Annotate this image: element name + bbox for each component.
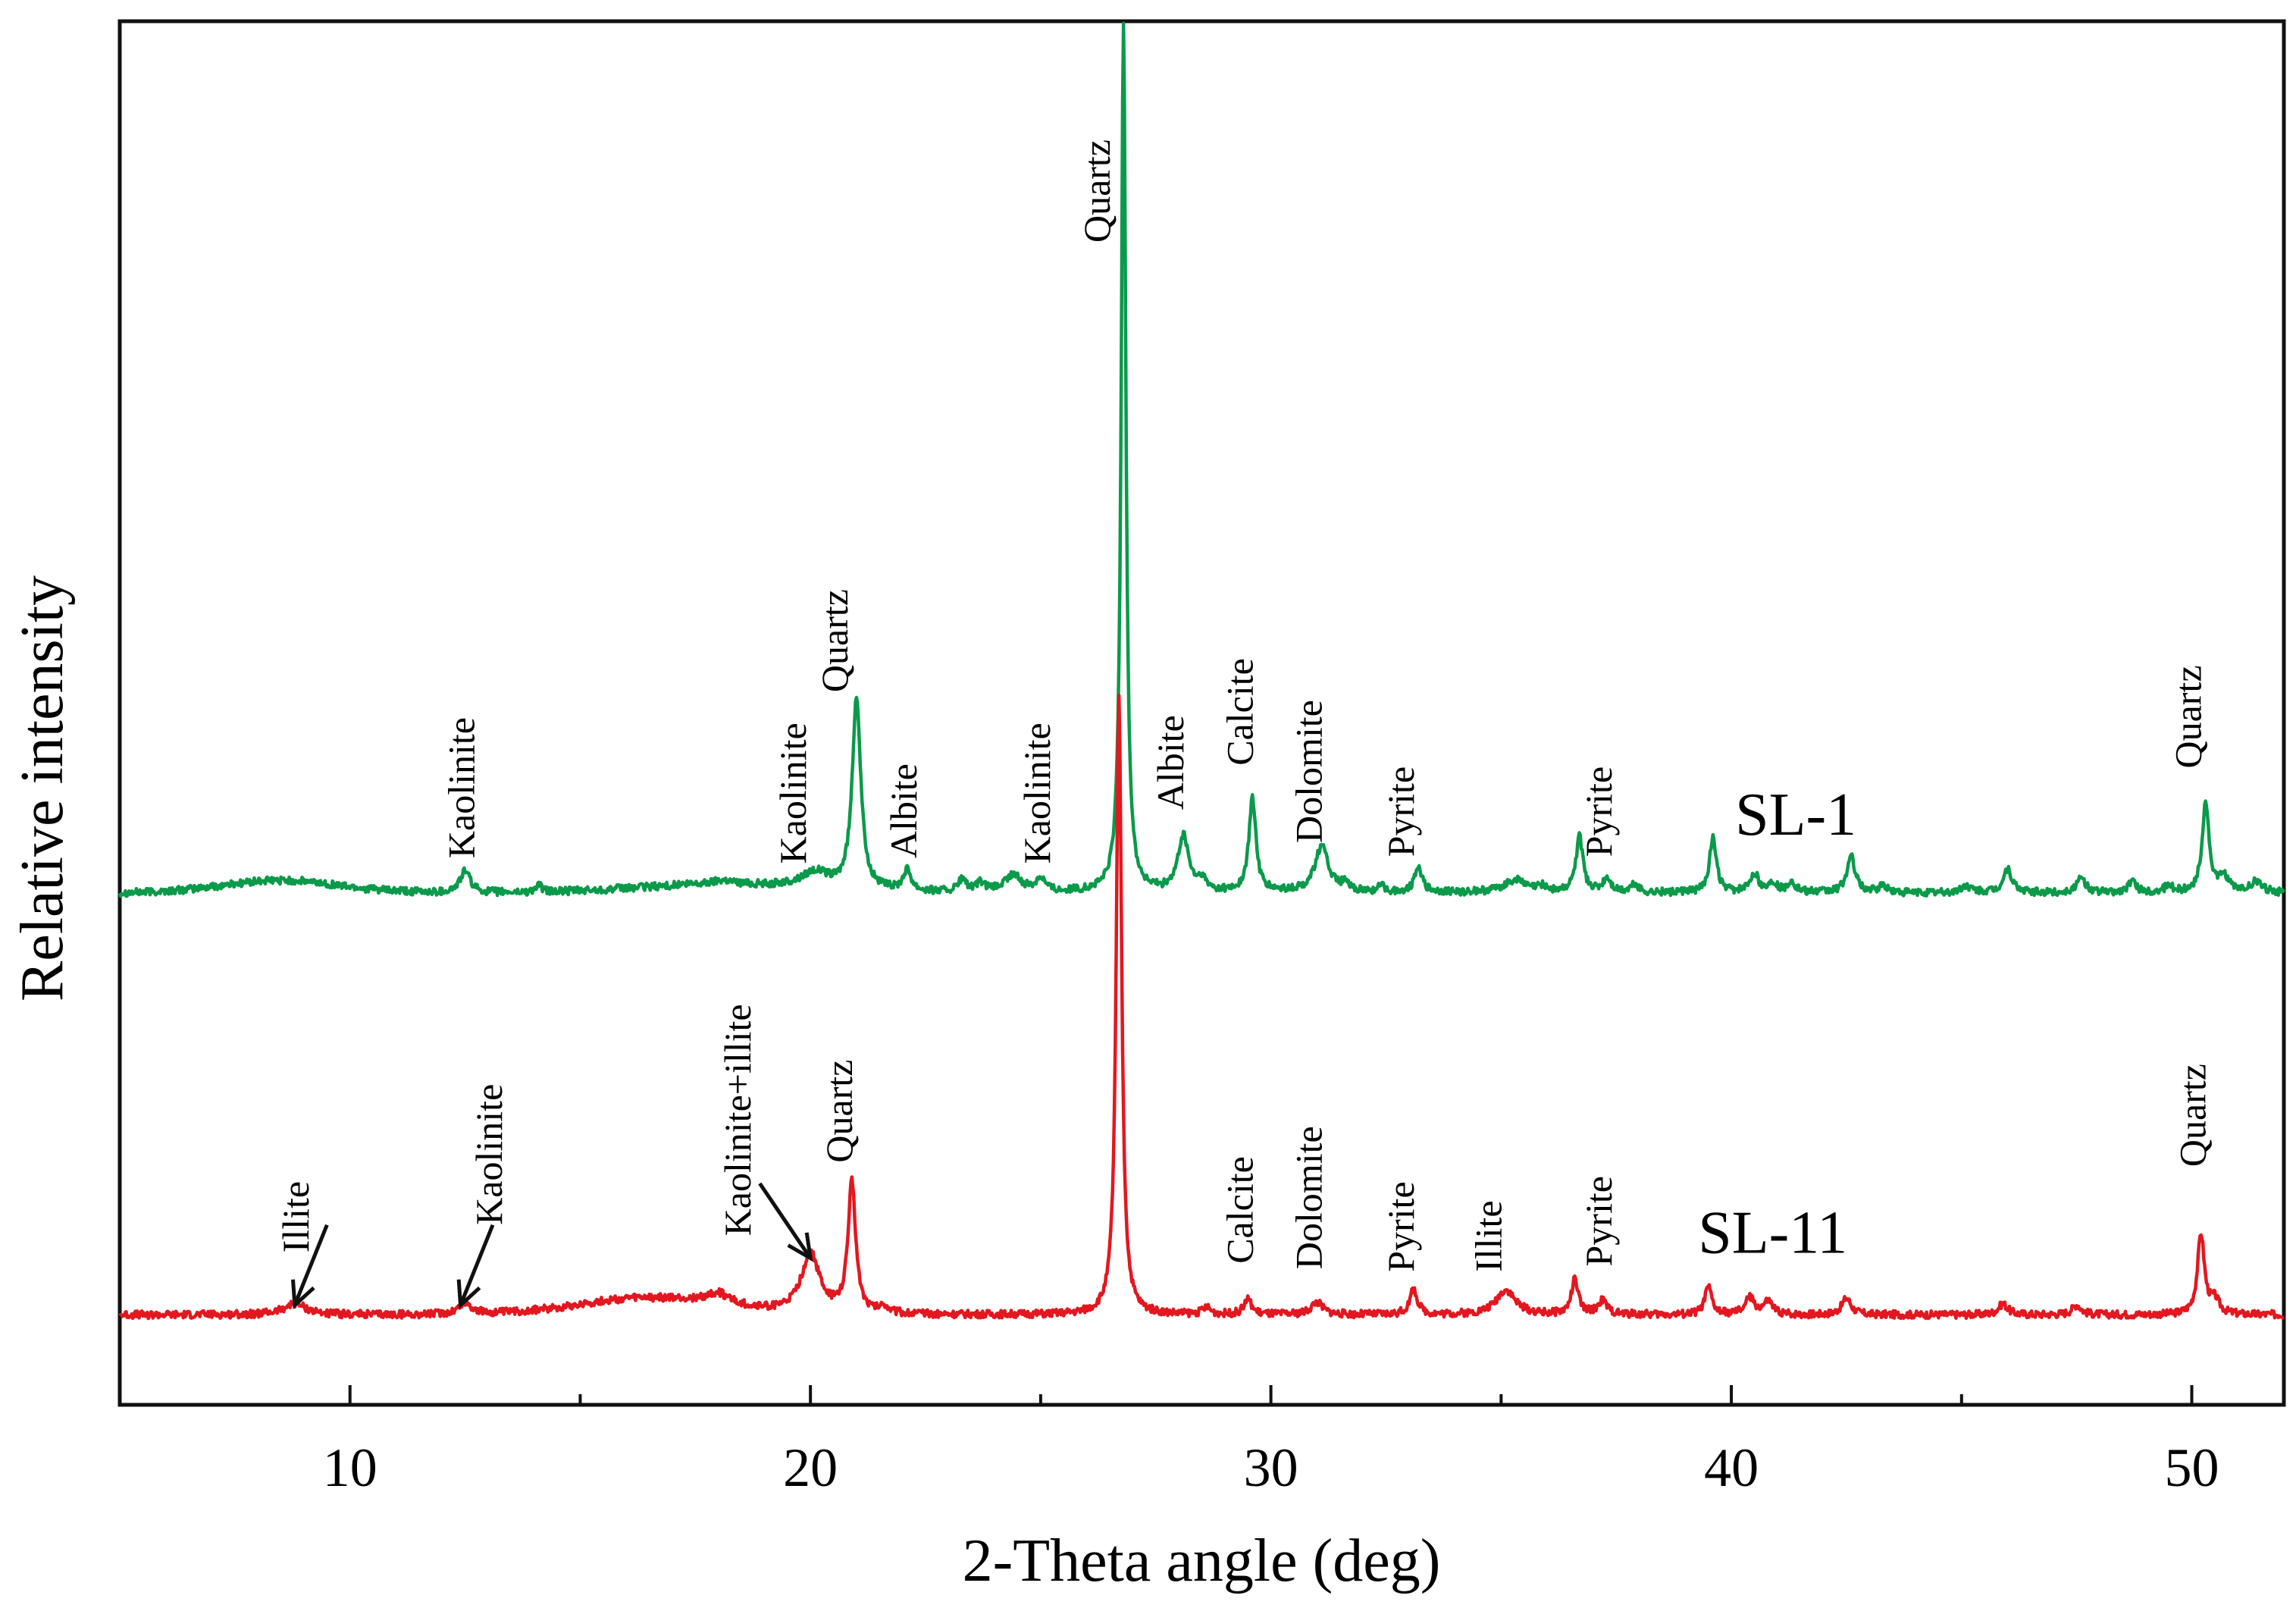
series-label-sl-1: SL-1 [1735, 782, 1856, 848]
peak-label: Quartz [1076, 139, 1118, 243]
peak-label: Kaolinite+illite [716, 1004, 759, 1236]
peak-label: Illite [1467, 1200, 1509, 1271]
x-tick-label: 50 [2165, 1437, 2219, 1498]
peak-label: Pyrite [1577, 1176, 1620, 1266]
arrow-shaft [758, 1182, 813, 1259]
x-tick-label: 20 [783, 1437, 838, 1498]
arrow-head [787, 1232, 813, 1262]
peak-label: Kaolinite [440, 717, 483, 858]
series-line-sl-1 [117, 21, 2286, 898]
x-tick-label: 40 [1704, 1437, 1759, 1498]
series-label-sl-11: SL-11 [1698, 1199, 1847, 1266]
series-line-sl-11 [118, 694, 2285, 1321]
arrow-head [291, 1279, 315, 1309]
diffraction-curves [117, 21, 2286, 1321]
x-tick-label: 30 [1244, 1437, 1298, 1498]
peak-annotations: Quartz Kaolinite Kaolinite Quartz Albite Kaol… [274, 139, 2214, 1272]
peak-label: Dolomite [1287, 1126, 1330, 1269]
peak-label: Quartz [818, 1060, 860, 1163]
peak-label: Albite [1149, 715, 1192, 810]
peak-label: Kaolinite [1016, 723, 1058, 864]
plot-frame [117, 19, 2286, 1407]
annotation-arrows [291, 1182, 813, 1309]
x-tick-label: 10 [323, 1437, 377, 1498]
x-axis-title: 2-Theta angle (deg) [963, 1528, 1441, 1594]
peak-label: Pyrite [1380, 766, 1422, 857]
arrow-shaft [293, 1224, 329, 1306]
peak-label: Quartz [2172, 1064, 2214, 1167]
x-axis-ticks: 10 20 30 40 50 [323, 1385, 2219, 1498]
peak-label: Calcite [1218, 658, 1261, 766]
peak-label: Quartz [2167, 665, 2210, 768]
y-axis-title: Relative intensity [9, 575, 76, 1001]
peak-label: Pyrite [1380, 1181, 1422, 1271]
series-labels: SL-1 SL-11 [1698, 782, 1856, 1266]
peak-label: Albite [882, 763, 925, 858]
peak-label: Quartz [813, 589, 856, 692]
arrow-head [456, 1279, 481, 1309]
peak-label: Kaolinite [772, 723, 814, 864]
peak-label: Illite [274, 1181, 317, 1252]
peak-label: Pyrite [1577, 766, 1620, 857]
arrow-shaft [459, 1224, 495, 1306]
peak-label: Calcite [1218, 1156, 1261, 1264]
peak-label: Kaolinite [468, 1084, 510, 1225]
peak-label: Dolomite [1287, 700, 1330, 843]
